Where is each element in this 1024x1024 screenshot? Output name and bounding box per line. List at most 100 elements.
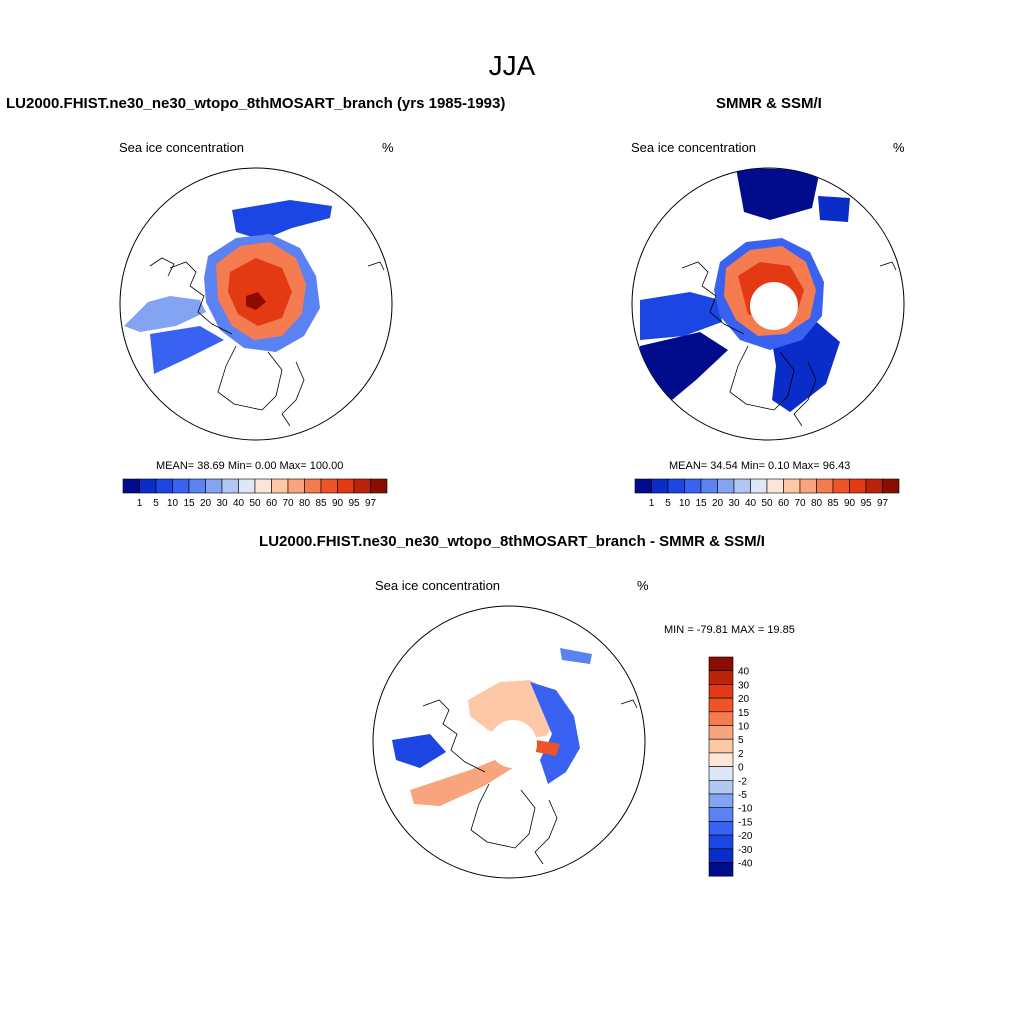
model-polar-map [119,167,393,441]
diff-negative-east [530,682,580,784]
obs-colorbar-label: 15 [695,498,707,509]
diff-colorbar-label: -10 [738,804,753,815]
obs-variable-label: Sea ice concentration [631,140,757,155]
diff-colorbar-box [708,738,734,754]
obs-colorbar-label: 80 [811,498,823,509]
obs-colorbar-box [799,478,817,494]
diff-colorbar-box [708,670,734,685]
diff-colorbar-label: -30 [738,845,753,856]
model-coastlines [149,257,385,427]
model-colorbar-box [238,478,256,494]
model-colorbar-box [370,478,388,494]
model-ice-hudson [124,296,206,332]
model-colorbar-box [271,478,289,494]
diff-colorbar-label: 0 [738,763,744,774]
diff-colorbar-box [708,725,734,740]
model-colorbar-box [139,478,157,494]
model-colorbar-box [353,478,371,494]
obs-colorbar-label: 30 [728,498,740,509]
diff-colorbar-label: 20 [738,694,750,705]
diff-units-label: % [637,578,649,593]
obs-colorbar-box [684,478,702,494]
model-colorbar-label: 5 [153,498,159,509]
obs-colorbar-label: 50 [761,498,773,509]
diff-negative-okhotsk [560,648,592,664]
diff-colorbar-box [708,656,734,671]
model-colorbar-box [221,478,239,494]
model-ice-max [246,292,266,310]
model-colorbar-box [188,478,206,494]
diff-colorbar-label: 5 [738,735,744,746]
diff-colorbar-label: -15 [738,817,753,828]
diff-colorbar-box [708,711,734,726]
diff-colorbar-box [708,779,734,795]
obs-colorbar-box [766,478,784,494]
model-colorbar-box [172,478,190,494]
model-colorbar-label: 20 [200,498,212,509]
obs-colorbar-label: 95 [860,498,872,509]
obs-panel-title: SMMR & SSM/I [716,95,822,112]
model-colorbar-box [337,478,355,494]
diff-positive-baffin [410,758,516,806]
diff-colorbar-box [708,752,734,767]
model-colorbar-box [155,478,173,494]
model-colorbar-label: 80 [299,498,311,509]
model-colorbar-label: 40 [233,498,245,509]
model-ice-baffin [150,326,224,374]
obs-colorbar-label: 85 [827,498,839,509]
diff-colorbar-label: 15 [738,708,750,719]
model-stats: MEAN= 38.69 Min= 0.00 Max= 100.00 [156,460,344,472]
obs-colorbar-label: 5 [665,498,671,509]
obs-pole-hole [750,282,798,330]
model-colorbar-label: 30 [216,498,228,509]
obs-colorbar-box [783,478,801,494]
model-colorbar-label: 85 [315,498,327,509]
obs-colorbar-label: 90 [844,498,856,509]
model-colorbar-box [304,478,322,494]
diff-colorbar-box [708,821,734,836]
diff-colorbar-box [708,684,734,699]
obs-colorbar-box [882,478,900,494]
diff-colorbar-box [708,793,734,808]
model-variable-label: Sea ice concentration [119,140,245,155]
diff-coastlines [422,699,638,865]
diff-colorbar-box [708,862,734,877]
obs-colorbar-box [832,478,850,494]
diff-positive-kara [536,740,560,756]
diff-panel-title: LU2000.FHIST.ne30_ne30_wtopo_8thMOSART_b… [259,533,765,550]
diff-colorbar-label: 30 [738,680,750,691]
model-colorbar-label: 95 [348,498,360,509]
obs-colorbar-label: 10 [679,498,691,509]
diff-colorbar-label: 40 [738,667,750,678]
obs-coastlines [681,261,897,427]
diff-colorbar-label: -20 [738,831,753,842]
obs-colorbar-label: 1 [649,498,655,509]
diff-colorbar-box [708,807,734,822]
diff-colorbar-label: -40 [738,859,753,870]
obs-colorbar-box [816,478,834,494]
obs-colorbar-box [651,478,669,494]
diff-colorbar-label: 10 [738,722,750,733]
model-colorbar-box [122,478,140,494]
diff-colorbar-label: -2 [738,776,747,787]
obs-colorbar-box [667,478,685,494]
obs-colorbar-box [849,478,867,494]
model-colorbar-label: 50 [249,498,261,509]
model-ice-edge-north [232,200,332,240]
model-colorbar: 1 5 10 15 20 30 40 50 60 70 80 85 90 95 97 [122,478,388,509]
obs-polar-map [631,167,905,441]
diff-colorbar-label: -5 [738,790,747,801]
diff-stats: MIN = -79.81 MAX = 19.85 [664,624,795,636]
model-colorbar-label: 70 [282,498,294,509]
diff-polar-map [372,605,646,879]
diff-colorbar-box [708,766,734,781]
model-colorbar-box [287,478,305,494]
model-colorbar-label: 90 [332,498,344,509]
diff-colorbar-label: 2 [738,749,744,760]
model-panel-title: LU2000.FHIST.ne30_ne30_wtopo_8thMOSART_b… [6,95,506,112]
obs-units-label: % [893,140,905,155]
obs-ice-bering [818,196,850,222]
obs-ice-okhotsk [736,168,820,220]
diff-pole-hole [489,720,537,768]
